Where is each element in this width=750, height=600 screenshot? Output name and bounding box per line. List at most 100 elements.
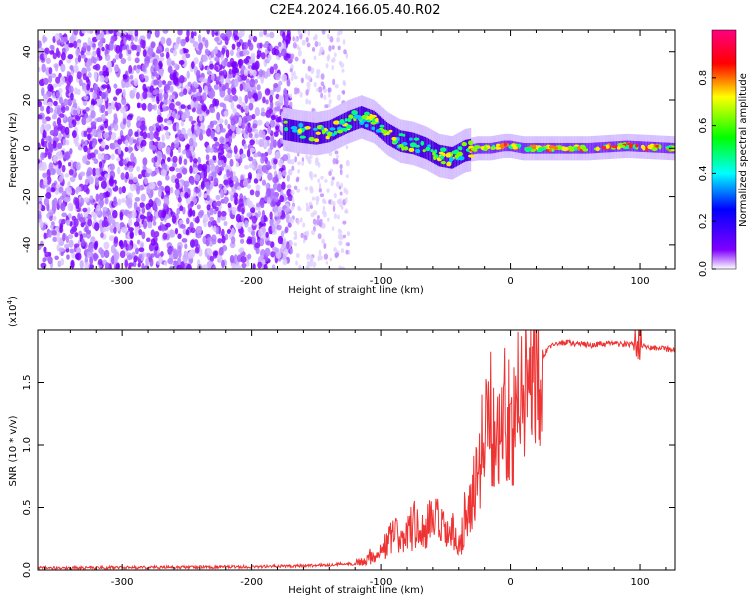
spectrogram-noise-blob	[103, 216, 108, 222]
spectrogram-noise-blob	[103, 220, 109, 228]
spectrogram-noise-blob	[246, 197, 251, 206]
spectrogram-noise-blob	[72, 109, 78, 116]
spectrogram-noise-blob	[284, 207, 291, 213]
spectrogram-noise-blob	[177, 30, 183, 36]
spectrogram-noise-blob	[234, 35, 240, 41]
spectrogram-noise-blob	[172, 162, 178, 168]
spectrogram-noise-blob	[43, 53, 48, 60]
spectrogram-noise-blob	[142, 49, 147, 58]
spectrogram-noise-blob	[286, 184, 292, 189]
spectrogram-noise-blob	[86, 62, 91, 71]
spectrogram-noise-blob	[213, 66, 219, 71]
spectrogram-noise-blob	[142, 83, 147, 92]
spectrogram-ridge-peak	[601, 145, 606, 149]
spectrogram-ridge-peak	[495, 146, 502, 150]
spectrogram-noise-blob	[289, 248, 293, 255]
spectrogram-noise-blob	[227, 129, 234, 136]
spectrogram-noise-blob	[260, 130, 266, 138]
spectrogram-noise-blob	[138, 229, 143, 236]
spectrogram-noise-blob	[273, 131, 279, 138]
spectrogram-noise-blob	[214, 46, 218, 55]
spectrogram-noise-blob	[273, 139, 277, 148]
spectrogram-noise-blob	[270, 134, 275, 143]
spectrogram-noise-blob	[164, 214, 170, 220]
spectrogram-noise-blob	[193, 57, 199, 65]
spectrogram-noise-blob	[54, 64, 59, 72]
spectrogram-y-tick-label: 0	[22, 145, 33, 151]
spectrogram-ridge-peak	[468, 154, 475, 158]
spectrogram-noise-blob	[135, 91, 140, 100]
spectrogram-noise-blob	[42, 93, 49, 100]
spectrogram-noise-blob	[201, 105, 207, 112]
spectrogram-noise-blob	[95, 98, 101, 107]
spectrogram-noise-blob	[310, 67, 315, 74]
spectrogram-noise-blob	[43, 197, 50, 207]
spectrogram-noise-blob	[295, 253, 300, 259]
spectrogram-noise-blob	[216, 76, 221, 81]
spectrogram-noise-blob	[103, 154, 109, 161]
spectrogram-noise-blob	[330, 180, 334, 187]
spectrogram-noise-blob	[176, 172, 183, 179]
spectrogram-noise-blob	[161, 80, 167, 85]
snr-frame	[37, 329, 676, 571]
spectrogram-noise-blob	[93, 83, 99, 91]
spectrogram-noise-blob	[73, 136, 79, 144]
spectrogram-noise-blob	[339, 168, 343, 176]
spectrogram-noise-blob	[340, 182, 344, 189]
spectrogram-noise-blob	[294, 56, 299, 62]
spectrogram-noise-blob	[337, 45, 341, 51]
spectrogram-noise-blob	[269, 94, 274, 103]
spectrogram-noise-blob	[248, 102, 254, 111]
spectrogram-ridge-peak	[361, 114, 368, 120]
spectrogram-noise-blob	[92, 253, 99, 260]
spectrogram-noise-blob	[193, 167, 199, 173]
spectrogram-noise-blob	[284, 213, 290, 219]
spectrogram-ridge-peak	[364, 123, 369, 128]
spectrogram-noise-blob	[206, 194, 210, 202]
spectrogram-noise-blob	[249, 139, 255, 146]
spectrogram-noise-blob	[62, 232, 66, 242]
spectrogram-noise-blob	[82, 155, 88, 164]
spectrogram-noise-blob	[184, 109, 191, 119]
spectrogram-noise-blob	[52, 83, 58, 88]
spectrogram-noise-blob	[193, 83, 199, 88]
spectrogram-noise-blob	[91, 143, 96, 148]
spectrogram-noise-blob	[223, 110, 229, 117]
spectrogram-noise-blob	[133, 221, 140, 227]
spectrogram-noise-blob	[256, 54, 260, 60]
spectrogram-noise-blob	[331, 226, 335, 232]
spectrogram-noise-blob	[47, 83, 53, 92]
spectrogram-noise-blob	[275, 251, 282, 259]
spectrogram-noise-blob	[301, 157, 305, 163]
spectrogram-noise-blob	[167, 247, 173, 254]
spectrogram-noise-blob	[115, 44, 121, 55]
spectrogram-noise-blob	[305, 98, 309, 105]
spectrogram-noise-blob	[146, 91, 151, 98]
spectrogram-noise-blob	[82, 109, 87, 115]
spectrogram-noise-blob	[166, 37, 172, 47]
spectrogram-noise-blob	[216, 200, 222, 207]
spectrogram-noise-blob	[265, 136, 271, 141]
spectrogram-noise-blob	[176, 36, 181, 45]
spectrogram-noise-blob	[217, 210, 222, 218]
spectrogram-ridge-peak	[374, 117, 379, 123]
spectrogram-noise-blob	[183, 180, 190, 188]
spectrogram-noise-blob	[146, 211, 151, 217]
spectrogram-noise-blob	[205, 109, 210, 115]
spectrogram-ridge-peak	[511, 143, 516, 148]
spectrogram-noise-blob	[120, 172, 125, 181]
spectrogram-ridge-peak	[619, 144, 626, 148]
spectrogram-ridge-peak	[553, 146, 559, 150]
spectrogram-noise-blob	[76, 105, 81, 115]
spectrogram-noise-blob	[157, 180, 163, 187]
spectrogram-noise-blob	[209, 255, 215, 262]
spectrogram-noise-blob	[127, 49, 132, 55]
spectrogram-noise-blob	[262, 96, 266, 104]
spectrogram-noise-blob	[167, 157, 171, 162]
spectrogram-noise-blob	[183, 88, 188, 96]
spectrogram-noise-blob	[267, 147, 273, 156]
spectrogram-noise-blob	[87, 72, 92, 79]
spectrogram-noise-blob	[324, 179, 328, 183]
spectrogram-noise-blob	[141, 231, 146, 240]
spectrogram-noise-blob	[101, 84, 108, 89]
